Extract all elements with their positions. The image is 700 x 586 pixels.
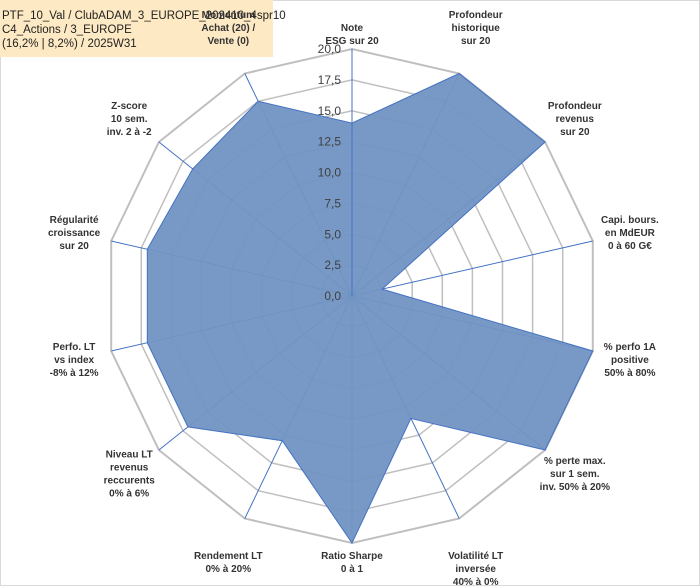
tick-label: 5,0 xyxy=(324,227,341,241)
radar-axis-labels: Note ESG sur 20 Profondeur historique sur 20… xyxy=(48,10,659,586)
axis-label: Profondeur historique sur 20 xyxy=(449,10,503,47)
axis-label: Note ESG sur 20 xyxy=(325,23,379,47)
tick-label: 15,0 xyxy=(318,104,342,118)
tick-label: 0,0 xyxy=(324,289,341,303)
radar-tick-labels: 0,0 2,5 5,0 7,5 10,0 12,5 15,0 17,5 20,0 xyxy=(318,42,353,303)
axis-label: % perfo 1A positive 50% à 80% xyxy=(604,342,656,379)
tick-label: 7,5 xyxy=(324,196,341,210)
axis-label: Perfo. LT vs index -8% à 12% xyxy=(50,342,99,379)
axis-label: Volatilité LT inversée 40% à 0% xyxy=(448,551,503,586)
tick-label: 20,0 xyxy=(318,42,342,56)
tick-label: 12,5 xyxy=(318,135,342,149)
tick-label: 17,5 xyxy=(318,73,342,87)
axis-label: Momentum Achat (20) / Vente (0) xyxy=(201,10,255,47)
radar-spoke xyxy=(351,240,593,297)
axis-label: Ratio Sharpe 0 à 1 xyxy=(321,551,383,575)
axis-label: Capi. bours. en MdEUR 0 à 60 G€ xyxy=(601,215,659,252)
axis-label: Régularité croissance sur 20 xyxy=(48,215,101,252)
axis-label: Rendement LT 0% à 20% xyxy=(194,551,263,575)
title-line-3: (16,2% | 8,2%) / 2025W31 xyxy=(2,38,137,50)
title-line-2: C4_Actions / 3_EUROPE xyxy=(2,24,132,36)
chart-title-box: PTF_10_Val / ClubADAM_3_EUROPE_202410_4s… xyxy=(0,0,286,57)
radar-series xyxy=(146,72,594,545)
axis-label: Profondeur revenus sur 20 xyxy=(548,101,602,138)
tick-label: 2,5 xyxy=(324,258,341,272)
axis-label: Niveau LT revenus reccurents 0% à 6% xyxy=(104,450,156,500)
tick-label: 10,0 xyxy=(318,166,342,180)
radar-series-area xyxy=(146,72,594,545)
title-line-1: PTF_10_Val / ClubADAM_3_EUROPE_202410_4s… xyxy=(2,10,286,22)
axis-label: % perte max. sur 1 sem. inv. 50% à 20% xyxy=(540,456,611,493)
axis-label: Z-score 10 sem. inv. 2 à -2 xyxy=(107,101,152,138)
